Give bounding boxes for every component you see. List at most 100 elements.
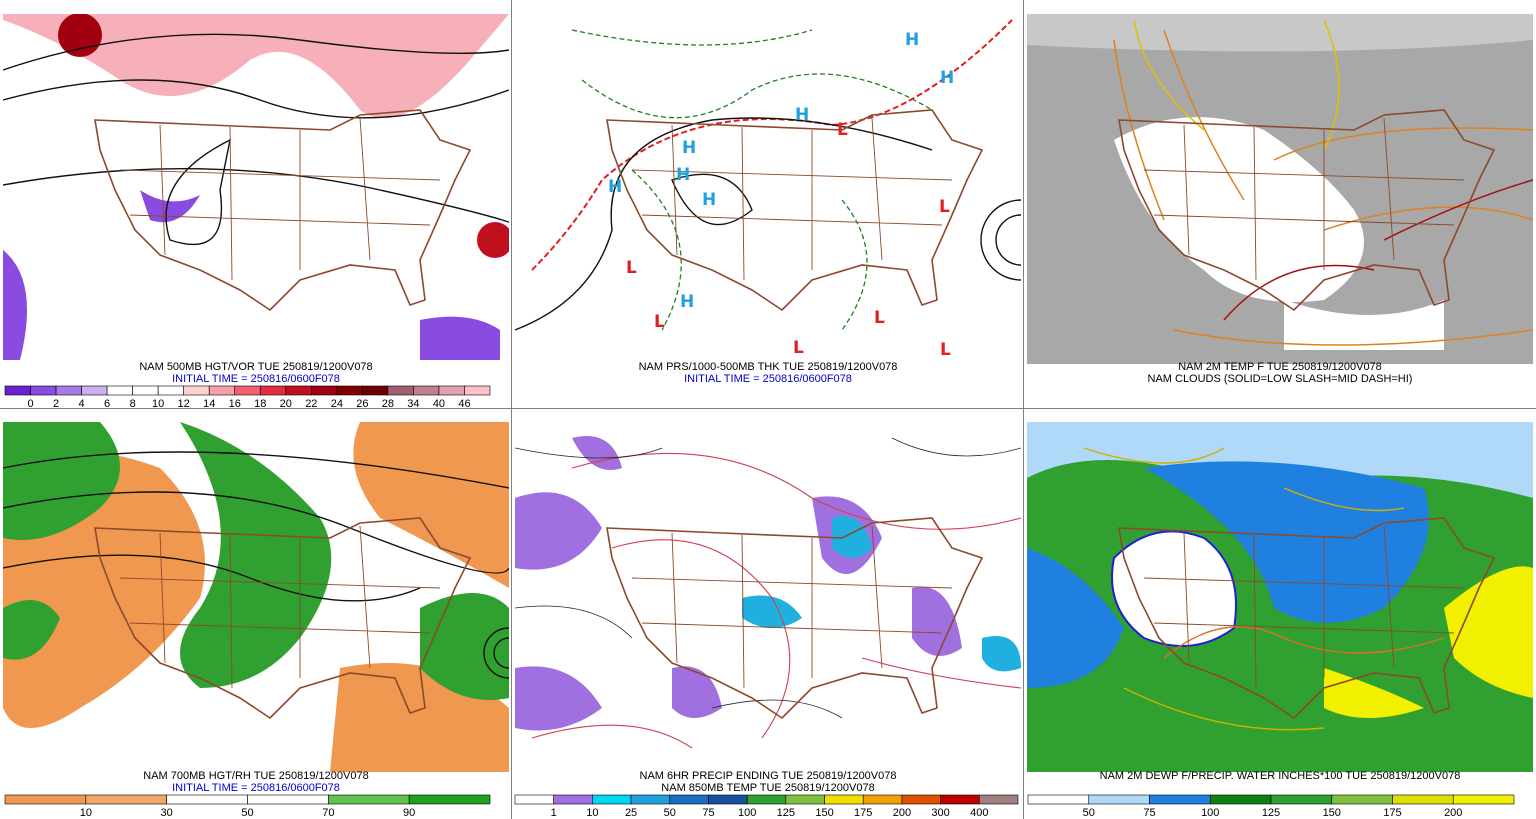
clear-area	[1114, 117, 1444, 350]
low-center: L	[939, 197, 950, 217]
colorbar-cell	[553, 794, 593, 805]
colorbar-cell	[4, 385, 31, 396]
colorbar-label: 6	[104, 398, 110, 410]
colorbar-label: 125	[777, 807, 795, 819]
vort-max	[477, 222, 509, 258]
low-center: L	[793, 338, 804, 358]
caption: NAM PRS/1000-500MB THK TUE 250819/1200V0…	[639, 361, 898, 373]
colorbar-cell	[81, 385, 108, 396]
map-precip	[515, 422, 1021, 772]
colorbar-cell	[408, 794, 491, 805]
colorbar-label: 24	[331, 398, 343, 410]
colorbar-cell	[234, 385, 261, 396]
colorbar-cell	[157, 385, 184, 396]
map-vorticity	[3, 14, 509, 364]
thickness-contour	[531, 19, 1013, 271]
caption: NAM 2M TEMP F TUE 250819/1200V078	[1178, 361, 1382, 373]
map-dewpoint	[1027, 422, 1533, 772]
map-humidity	[3, 422, 509, 772]
height-contour	[3, 451, 509, 679]
colorbar-cell	[362, 385, 389, 396]
colorbar-label: 175	[854, 807, 872, 819]
colorbar-cell	[1027, 794, 1090, 805]
colorbar-label: 400	[970, 807, 988, 819]
colorbar-cell	[708, 794, 748, 805]
low-center: L	[626, 258, 637, 278]
precip-area	[515, 436, 962, 731]
colorbar-cell	[285, 385, 312, 396]
colorbar-cell	[979, 794, 1019, 805]
colorbar-cell	[592, 794, 632, 805]
map-pressure: H H H H H H H H L L L L L L L	[515, 14, 1021, 364]
colorbar-cell	[247, 794, 329, 805]
colorbar-label: 4	[79, 398, 85, 410]
temp-contour	[1223, 179, 1533, 321]
colorbar-label: 10	[80, 807, 92, 819]
colorbar-cell	[824, 794, 864, 805]
high-center: H	[676, 165, 690, 185]
vort-max	[58, 14, 102, 57]
colorbar-label: 300	[931, 807, 949, 819]
colorbar-cell	[85, 794, 167, 805]
colorbar-label: 40	[433, 398, 445, 410]
colorbar-label: 100	[1201, 807, 1219, 819]
colorbar-cell	[1270, 794, 1333, 805]
colorbar-label: 10	[152, 398, 164, 410]
colorbar-cell	[1088, 794, 1150, 805]
colorbar-label: 34	[407, 398, 419, 410]
pw-area	[1027, 461, 1429, 688]
colorbar-cell	[30, 385, 57, 396]
colorbar-label: 150	[1323, 807, 1341, 819]
colorbar-label: 18	[254, 398, 266, 410]
colorbar-label: 2	[53, 398, 59, 410]
low-center: L	[837, 120, 848, 140]
colorbar-cell	[1392, 794, 1454, 805]
colorbar-cell	[669, 794, 709, 805]
low-center: L	[940, 340, 951, 360]
colorbar-cell	[746, 794, 787, 805]
temp-contour	[531, 452, 1021, 749]
colorbar-cell	[413, 385, 440, 396]
colorbar-label: 150	[815, 807, 833, 819]
caption: NAM 700MB HGT/RH TUE 250819/1200V078	[143, 770, 368, 782]
colorbar-label: 50	[664, 807, 676, 819]
low-center: L	[654, 312, 665, 332]
colorbar-cell	[328, 794, 410, 805]
caption: INITIAL TIME = 250816/0600F078	[172, 373, 340, 385]
colorbar-cell	[387, 385, 414, 396]
colorbar-cell	[1452, 794, 1515, 805]
map-temperature	[1027, 14, 1533, 364]
pw-area	[1324, 566, 1533, 718]
colorbar-label: 20	[280, 398, 292, 410]
colorbar-label: 46	[458, 398, 470, 410]
colorbar-label: 100	[738, 807, 756, 819]
colorbar-label: 16	[229, 398, 241, 410]
high-center: H	[680, 292, 694, 312]
caption: NAM 6HR PRECIP ENDING TUE 250819/1200V07…	[640, 770, 897, 782]
colorbar-label: 90	[403, 807, 415, 819]
colorbar-label: 30	[161, 807, 173, 819]
colorbar-cell	[1331, 794, 1393, 805]
colorbar-label: 26	[356, 398, 368, 410]
caption: NAM 500MB HGT/VOR TUE 250819/1200V078	[139, 361, 372, 373]
colorbar-label: 200	[1444, 807, 1462, 819]
dewpoint-contour	[1083, 447, 1405, 731]
dry-area	[3, 422, 509, 772]
colorbar-label: 75	[1143, 807, 1155, 819]
low-center: L	[874, 308, 885, 328]
colorbar-cell	[785, 794, 825, 805]
temp-contour	[1113, 29, 1533, 346]
caption: INITIAL TIME = 250816/0600F078	[684, 373, 852, 385]
colorbar-cell	[514, 794, 554, 805]
colorbar-cell	[208, 385, 236, 396]
caption: NAM 2M DEWP F/PRECIP. WATER INCHES*100 T…	[1100, 770, 1461, 782]
moist-area	[3, 422, 509, 700]
colorbar-cell	[166, 794, 248, 805]
colorbar-label: 14	[203, 398, 215, 410]
colorbar-cell	[311, 385, 338, 396]
colorbar-cell	[862, 794, 903, 805]
colorbar-cell	[336, 385, 363, 396]
colorbar-cell	[940, 794, 980, 805]
colorbar-label: 22	[305, 398, 317, 410]
temp-contour	[1133, 19, 1340, 151]
